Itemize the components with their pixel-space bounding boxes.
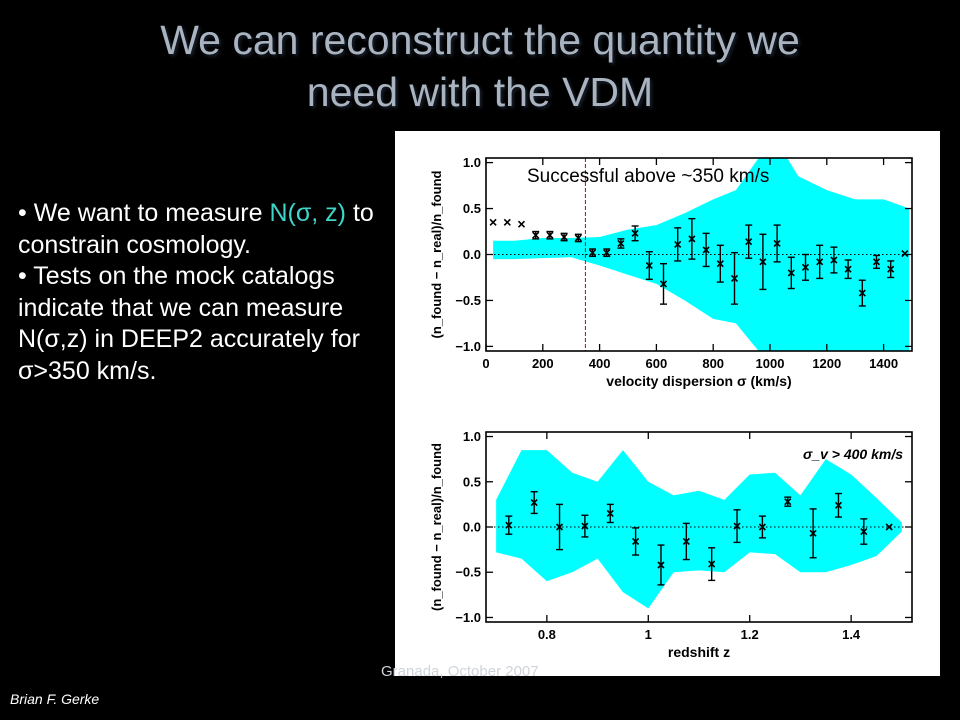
y-tick-label: −0.5 [455, 565, 481, 580]
data-point [606, 509, 614, 517]
x-tick-label: 0.8 [538, 627, 556, 642]
bullet-list: • We want to measure N(σ, z) to constrai… [18, 198, 378, 387]
data-point [617, 239, 625, 248]
data-point [784, 498, 792, 506]
x-axis-title: velocity dispersion σ (km/s) [606, 373, 791, 389]
y-axis-title: (n_found − n_real)/n_found [429, 170, 444, 338]
data-point [657, 561, 665, 569]
figure-panel: 0 200 400 600 800 1000 1200 1400 −1.0 −0.5 0.0 0.5 1… [395, 131, 940, 676]
y-tick-label: −0.5 [455, 293, 481, 308]
data-point [489, 218, 497, 226]
data-point [887, 265, 895, 273]
x-tick-label: 1000 [756, 356, 785, 371]
data-point [708, 560, 716, 568]
y-tick-label: 1.0 [463, 429, 481, 444]
data-point [581, 522, 589, 530]
data-point [530, 499, 538, 507]
data-point [632, 537, 640, 546]
data-point [555, 523, 564, 531]
data-point [688, 235, 696, 243]
figure-svg: 0 200 400 600 800 1000 1200 1400 −1.0 −0.5 0.0 0.5 1… [429, 155, 913, 660]
data-point [532, 231, 540, 239]
data-point [733, 522, 741, 530]
x-tick-label: 400 [589, 356, 611, 371]
bullet-1: • We want to measure N(σ, z) to constrai… [18, 199, 374, 259]
data-point [858, 289, 866, 297]
data-point [809, 529, 817, 537]
data-point [816, 258, 824, 266]
chart-2: 0.8 1 1.2 1.4 −1.0 −0.5 0.0 0.5 1.0 redshift z (n_… [429, 429, 913, 660]
x-tick-label: 800 [702, 356, 724, 371]
title-line-2: need with the VDM [306, 69, 654, 115]
bullet-2: • Tests on the mock catalogs indicate th… [18, 262, 360, 385]
data-point [603, 249, 611, 257]
y-axis-title: (n_found − n_real)/n_found [429, 443, 444, 611]
data-point [787, 269, 795, 277]
bullet-1-text-a: We want to measure [33, 199, 263, 227]
data-point [801, 263, 810, 271]
data-point [682, 537, 690, 546]
x-tick-label: 1.4 [842, 627, 861, 642]
data-point [758, 523, 766, 531]
y-tick-label: −1.0 [455, 339, 481, 354]
x-axis-title: redshift z [668, 644, 730, 660]
x-tick-label: 1200 [812, 356, 841, 371]
data-point [860, 527, 868, 536]
data-point [773, 239, 781, 248]
y-tick-label: 0.0 [463, 247, 481, 262]
venue-footer: Granada, October 2007 [381, 663, 539, 680]
uncertainty-band [496, 450, 902, 609]
data-point [517, 220, 526, 228]
bullet-2-text: Tests on the mock catalogs indicate that… [18, 262, 360, 385]
slide-title: We can reconstruct the quantity we need … [0, 14, 960, 118]
y-tick-label: 0.0 [463, 520, 481, 535]
data-point [830, 256, 838, 264]
data-point [505, 521, 513, 529]
author-footer: Brian F. Gerke [10, 691, 100, 707]
data-point [645, 261, 653, 270]
data-point [834, 501, 843, 509]
data-point [659, 280, 668, 288]
x-tick-label: 1 [645, 627, 652, 642]
x-tick-label: 200 [532, 356, 554, 371]
data-point [546, 231, 554, 239]
data-point [730, 274, 739, 282]
annotation-successful: Successful above ~350 km/s [527, 166, 769, 187]
x-tick-label: 0 [482, 356, 489, 371]
data-point [844, 265, 852, 273]
data-point [759, 258, 767, 266]
data-point [745, 238, 753, 246]
y-tick-label: 0.5 [463, 201, 481, 216]
chart-1: 0 200 400 600 800 1000 1200 1400 −1.0 −0.5 0.0 0.5 1… [429, 155, 913, 389]
y-tick-label: −1.0 [455, 610, 481, 625]
x-tick-label: 600 [646, 356, 668, 371]
data-point [631, 229, 639, 237]
data-point [885, 523, 893, 531]
annotation-sigma-cut: σ_v > 400 km/s [803, 446, 903, 462]
title-line-1: We can reconstruct the quantity we [160, 17, 800, 63]
x-tick-label: 1400 [869, 356, 898, 371]
y-tick-label: 1.0 [463, 155, 481, 170]
data-point [588, 249, 597, 257]
bullet-1-highlight: N(σ, z) [269, 199, 346, 227]
data-point [901, 250, 909, 258]
x-tick-label: 1.2 [741, 627, 759, 642]
data-point [503, 218, 511, 226]
data-point [560, 233, 568, 241]
data-point [702, 246, 710, 254]
data-point [674, 240, 682, 248]
data-point [872, 258, 881, 266]
data-point [716, 260, 724, 268]
data-point [574, 234, 582, 242]
uncertainty-band [493, 158, 910, 351]
bullet-1-text-b: to constrain cosmology. [18, 199, 374, 259]
y-tick-label: 0.5 [463, 474, 481, 489]
